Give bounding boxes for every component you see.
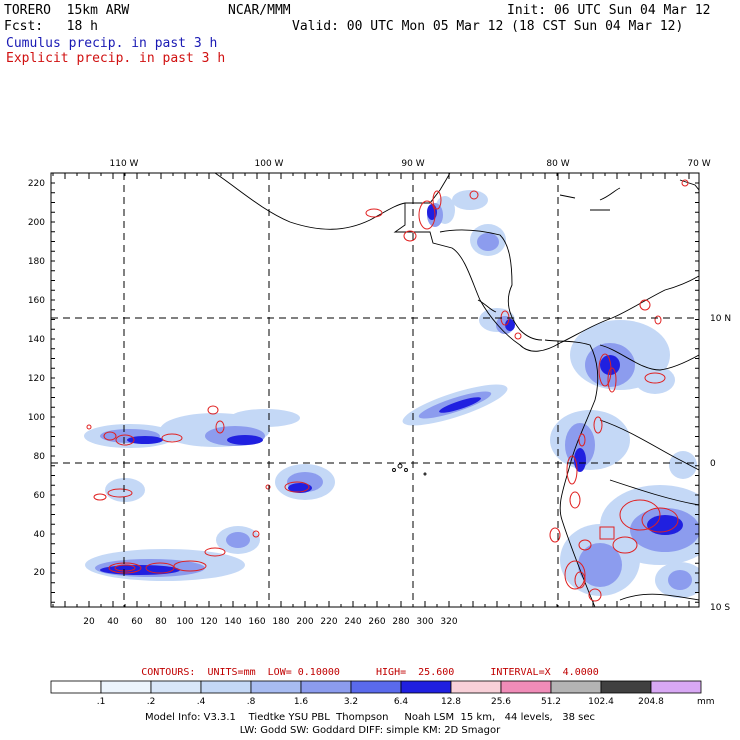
colorbar-label: .1: [97, 697, 106, 707]
y-tick-label: 180: [28, 257, 45, 267]
colorbar-swatch: [450, 680, 502, 694]
colorbar-swatch: [550, 680, 602, 694]
x-tick-label: 320: [440, 617, 457, 627]
colorbar-label: 12.8: [441, 697, 461, 707]
x-index-labels: 20 40 60 80 100 120 140 160 180 200 220 …: [83, 617, 458, 627]
colorbar-label: 25.6: [491, 697, 511, 707]
lon-label: 70 W: [687, 159, 710, 169]
lon-label: 100 W: [255, 159, 284, 169]
colorbar-swatch: [50, 680, 102, 694]
y-tick-label: 100: [28, 413, 45, 423]
colorbar-label: 1.6: [294, 697, 309, 707]
lon-label: 80 W: [546, 159, 569, 169]
x-tick-label: 180: [272, 617, 289, 627]
lat-lon-grid: [51, 173, 699, 607]
x-tick-label: 240: [344, 617, 361, 627]
colorbar-swatch: [300, 680, 352, 694]
organization: NCAR/MMM: [228, 3, 291, 18]
colorbar-swatch: [250, 680, 302, 694]
y-tick-label: 60: [34, 491, 46, 501]
colorbar-labels: .1 .2 .4 .8 1.6 3.2 6.4 12.8 25.6 51.2 1…: [97, 697, 715, 707]
explicit-precip-contours: [86, 179, 689, 602]
lat-label: 0: [710, 459, 716, 469]
x-tick-label: 260: [368, 617, 385, 627]
y-tick-label: 140: [28, 335, 45, 345]
colorbar-label: .4: [197, 697, 206, 707]
coastlines: [214, 173, 699, 607]
model-info-line2: LW: Godd SW: Goddard DIFF: simple KM: 2D…: [239, 725, 501, 736]
colorbar-label: 204.8: [638, 697, 664, 707]
lon-label: 90 W: [401, 159, 424, 169]
x-tick-label: 200: [296, 617, 313, 627]
y-tick-label: 120: [28, 374, 45, 384]
x-tick-label: 140: [224, 617, 241, 627]
model-info-line1: Model Info: V3.3.1 Tiedtke YSU PBL Thomp…: [144, 712, 596, 723]
y-tick-label: 220: [28, 179, 45, 189]
x-tick-label: 300: [416, 617, 433, 627]
y-tick-label: 40: [34, 530, 46, 540]
y-tick-label: 20: [34, 568, 46, 578]
x-tick-label: 100: [176, 617, 193, 627]
lat-label: 10 S: [710, 603, 730, 613]
colorbar-swatch: [500, 680, 552, 694]
lat-label: 10 N: [710, 314, 731, 324]
colorbar-swatch: [150, 680, 202, 694]
colorbar-swatch: [600, 680, 652, 694]
colorbar-swatch: [100, 680, 152, 694]
y-index-labels: 20 40 60 80 100 120 140 160 180 200 220: [28, 179, 45, 578]
x-tick-label: 160: [248, 617, 265, 627]
colorbar-swatch: [650, 680, 702, 694]
colorbar-label: 51.2: [541, 697, 561, 707]
y-tick-label: 80: [34, 452, 46, 462]
y-tick-label: 160: [28, 296, 45, 306]
colorbar-label: .2: [147, 697, 156, 707]
x-tick-label: 60: [131, 617, 143, 627]
x-tick-label: 220: [320, 617, 337, 627]
x-tick-label: 40: [107, 617, 119, 627]
forecast-hour: Fcst: 18 h: [4, 19, 98, 34]
colorbar: [50, 680, 702, 694]
colorbar-label: 6.4: [394, 697, 409, 707]
colorbar-label: 102.4: [588, 697, 614, 707]
map-frame: [50, 172, 700, 608]
valid-time: Valid: 00 UTC Mon 05 Mar 12 (18 CST Sun …: [292, 19, 684, 34]
cumulus-legend: Cumulus precip. in past 3 h: [6, 36, 218, 51]
contours-info: CONTOURS: UNITS=mm LOW= 0.10000 HIGH= 25…: [141, 667, 599, 678]
lon-label: 110 W: [110, 159, 139, 169]
model-name: TORERO 15km ARW: [4, 3, 130, 18]
explicit-legend: Explicit precip. in past 3 h: [6, 51, 226, 66]
colorbar-label: .8: [247, 697, 256, 707]
colorbar-swatch: [200, 680, 252, 694]
lon-labels: 110 W 100 W 90 W 80 W 70 W: [110, 159, 711, 169]
x-tick-label: 80: [155, 617, 167, 627]
x-tick-label: 120: [200, 617, 217, 627]
colorbar-swatch: [400, 680, 452, 694]
lat-labels: 10 N 0 10 S: [710, 314, 731, 613]
init-time: Init: 06 UTC Sun 04 Mar 12: [507, 3, 711, 18]
x-tick-label: 20: [83, 617, 95, 627]
y-tick-label: 200: [28, 218, 45, 228]
x-tick-label: 280: [392, 617, 409, 627]
colorbar-swatch: [350, 680, 402, 694]
colorbar-label: 3.2: [344, 697, 358, 707]
colorbar-unit: mm: [697, 697, 715, 707]
